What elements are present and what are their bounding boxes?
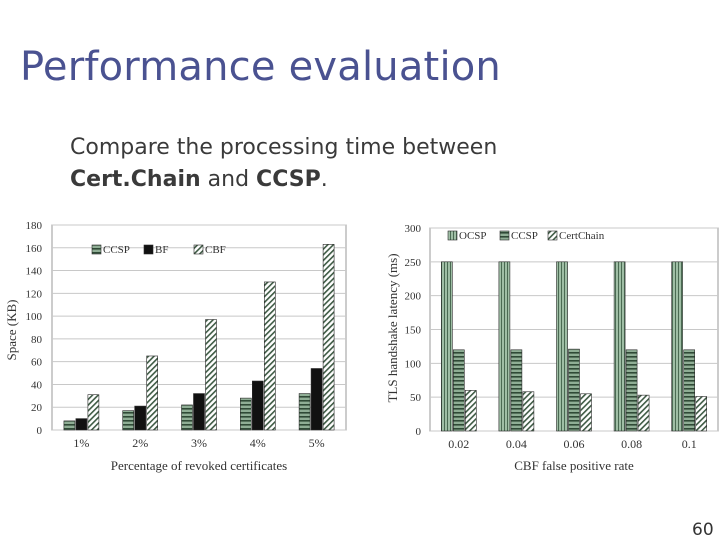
chart2-x-tick-label: 0.06 <box>564 437 585 451</box>
chart1-legend-swatch-ccsp <box>91 244 102 255</box>
chart2-legend-label-ocsp: OCSP <box>459 230 487 242</box>
chart2-x-tick-label: 0.04 <box>506 437 527 451</box>
chart1-legend-label-cbf: CBF <box>205 244 226 256</box>
chart2-bar-ccsp-5 <box>683 349 696 432</box>
chart2-legend-label-certchain: CertChain <box>559 230 605 242</box>
chart1-y-tick-label: 20 <box>31 402 43 414</box>
chart1-x-axis-label: Percentage of revoked certificates <box>111 458 287 473</box>
chart2-bar-certchain-4 <box>637 394 650 432</box>
subtitle-ccsp: CCSP <box>256 167 321 192</box>
chart1-bar-bf-2 <box>134 405 146 431</box>
chart2-bar-certchain-1 <box>464 390 477 432</box>
chart1-bar-ccsp-1 <box>63 420 76 431</box>
chart2-bar-ocsp-1 <box>440 261 453 432</box>
chart2-bar-certchain-3 <box>580 393 592 432</box>
chart1-legend-swatch-bf <box>143 244 154 255</box>
chart1-bar-bf-3 <box>193 393 205 431</box>
chart2-x-tick-label: 0.08 <box>621 437 642 451</box>
chart1-x-tick-label: 3% <box>191 436 207 450</box>
chart2-y-tick-label: 300 <box>405 223 422 235</box>
chart1-y-tick-label: 100 <box>26 311 43 323</box>
chart2-bar-ccsp-1 <box>452 349 465 432</box>
chart2-x-tick-label: 0.02 <box>448 437 469 451</box>
chart1-bar-cbf-5 <box>322 244 335 431</box>
chart2-bar-ocsp-2 <box>498 261 511 432</box>
slide-subtitle: Compare the processing time between Cert… <box>70 132 497 196</box>
chart1-x-tick-label: 1% <box>73 436 89 450</box>
chart1-x-tick-label: 2% <box>132 436 148 450</box>
chart2-y-tick-label: 100 <box>405 358 422 370</box>
subtitle-and: and <box>200 167 257 192</box>
chart2-y-tick-label: 250 <box>405 257 422 269</box>
chart2-y-tick-label: 200 <box>405 291 422 303</box>
chart2-legend-swatch-certchain <box>547 230 558 241</box>
chart1-x-tick-label: 5% <box>309 436 325 450</box>
chart1-x-tick-label: 4% <box>250 436 266 450</box>
chart2-y-tick-label: 150 <box>405 325 422 337</box>
subtitle-period: . <box>320 167 328 192</box>
subtitle-line1: Compare the processing time between <box>70 135 498 160</box>
chart2-bar-certchain-5 <box>695 396 708 432</box>
chart2-bar-ccsp-4 <box>625 349 638 432</box>
chart2-bar-ocsp-5 <box>671 261 684 432</box>
chart1-bar-cbf-2 <box>146 355 158 431</box>
chart1-y-axis-label: Space (KB) <box>4 299 19 360</box>
chart1-bar-cbf-1 <box>87 394 100 431</box>
subtitle-certchain: Cert.Chain <box>70 167 201 192</box>
chart1-y-tick-label: 180 <box>26 220 43 232</box>
chart1-legend-label-bf: BF <box>155 244 168 256</box>
chart2-bar-ocsp-4 <box>613 261 626 432</box>
chart1-y-tick-label: 60 <box>31 357 43 369</box>
chart1-bar-bf-1 <box>75 418 88 431</box>
chart1-legend-swatch-cbf <box>193 244 204 255</box>
chart2-y-tick-label: 0 <box>416 426 422 438</box>
chart2-y-axis-label: TLS handshake latency (ms) <box>385 253 400 402</box>
chart1-legend-label-ccsp: CCSP <box>103 244 130 256</box>
chart1-y-tick-label: 140 <box>26 266 43 278</box>
chart2-bar-ccsp-2 <box>510 349 523 432</box>
chart2-legend-label-ccsp: CCSP <box>511 230 538 242</box>
chart2-x-tick-label: 0.1 <box>682 437 697 451</box>
chart2-legend-swatch-ocsp <box>447 230 458 241</box>
chart2-legend-swatch-ccsp <box>499 230 510 241</box>
chart2-bar-ocsp-3 <box>556 261 568 432</box>
chart1-bar-bf-4 <box>252 380 264 431</box>
chart2-y-tick-label: 50 <box>410 392 422 404</box>
chart1-y-tick-label: 160 <box>26 243 43 255</box>
chart1-bar-ccsp-5 <box>298 393 311 431</box>
chart1-y-tick-label: 120 <box>26 288 43 300</box>
chart1-y-tick-label: 0 <box>37 425 43 437</box>
chart1-bar-ccsp-4 <box>240 397 252 431</box>
chart2-x-axis-label: CBF false positive rate <box>514 458 634 473</box>
chart1-bar-bf-5 <box>310 368 323 431</box>
chart2-bar-certchain-2 <box>522 391 535 432</box>
chart1-bar-cbf-4 <box>263 281 276 431</box>
page-number: 60 <box>692 520 714 540</box>
chart2-bar-ccsp-3 <box>568 348 580 432</box>
chart1-bar-ccsp-2 <box>122 410 134 431</box>
slide-title: Performance evaluation <box>20 44 501 90</box>
chart1-y-tick-label: 40 <box>31 379 43 391</box>
chart1-bar-cbf-3 <box>205 319 217 431</box>
chart1-y-tick-label: 80 <box>31 334 43 346</box>
chart1-bar-ccsp-3 <box>181 404 193 431</box>
